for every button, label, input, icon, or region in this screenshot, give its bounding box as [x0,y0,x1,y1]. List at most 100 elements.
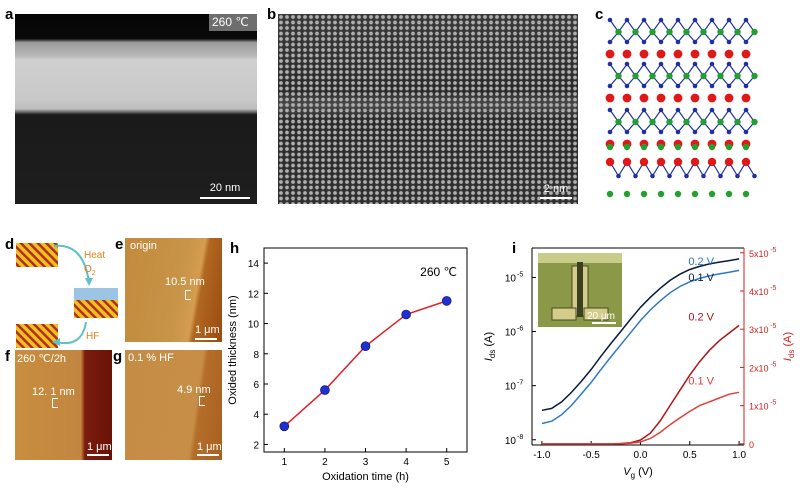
atom-blue [726,107,732,113]
atom-green [623,143,631,151]
atom-green [717,28,724,36]
o2-label: O2 [84,264,96,277]
atom-green [666,118,673,126]
series-line [541,269,740,425]
right-tick-exponent: -5 [770,247,776,254]
atom-green [683,72,690,80]
atom-blue [726,61,732,67]
atom-blue [735,173,740,179]
atom-blue [709,61,715,67]
x-tick-label: 1.0 [732,450,746,461]
series-label: 0.1 V [688,272,714,284]
afm-label-origin: origin [130,240,157,252]
atom-blue [709,17,715,23]
temperature-badge [209,14,257,31]
atom-blue [692,39,698,45]
data-point [360,341,371,352]
atom-green [657,190,665,198]
scale-label-a: 20 nm [209,182,241,194]
x-tick-label: 1 [282,457,288,468]
atom-green [683,28,690,36]
step-marker-oxidized [52,398,58,408]
oxidation-etch-schematic: Heat O2 HF [16,243,118,348]
atom-green [615,118,622,126]
atom-green [734,72,741,80]
atom-red [724,49,734,59]
step-height-etched: 4.9 nm [177,384,211,396]
atom-green [666,28,673,36]
atom-green [751,118,758,126]
left-tick-exponent: -8 [517,434,523,441]
atom-blue [743,39,749,45]
data-line [283,300,447,427]
scale-label-f: 1 μm [87,441,112,453]
x-tick-label: 4 [403,457,409,468]
inset-pad-left [551,307,577,321]
left-tick-label: 10 [505,273,517,284]
atom-blue [692,107,698,113]
atom-green [623,190,631,198]
atom-red [605,157,615,167]
atom-green [700,118,707,126]
atom-blue [692,17,698,23]
atom-green [649,118,656,126]
afm-image-oxidized: 260 ℃/2h 12. 1 nm 1 μm [15,350,112,460]
atom-green [683,118,690,126]
left-tick-label: 10 [505,382,517,393]
atom-blue [624,61,630,67]
atom-blue [607,129,613,135]
atom-green [717,72,724,80]
atom-blue [616,173,621,179]
layered-crystal-oxidized [74,300,118,318]
atom-blue [624,107,630,113]
series-label: 0.2 V [688,311,714,323]
x-tick-label: -1.0 [533,450,551,461]
left-axis-label: Ids (A) [483,332,497,361]
atom-blue [658,61,664,67]
atom-blue [726,17,732,23]
atom-green [691,190,699,198]
right-tick-label: 3x10 [749,325,769,335]
atom-green [751,72,758,80]
panel-label-f: f [5,348,10,365]
right-tick-label: 1x10 [749,402,769,412]
atom-red [622,93,632,103]
atom-blue [684,173,689,179]
y-tick-label: 2 [253,440,259,451]
afm-image-etched: 0.1 % HF 4.9 nm 1 μm [125,350,222,460]
atom-green [734,28,741,36]
atom-green [615,28,622,36]
atom-blue [701,173,706,179]
afm-image-origin: origin 10.5 nm 1 μm [125,238,222,342]
panel-label-i: i [512,240,517,257]
atom-green [708,190,716,198]
data-point [279,421,290,432]
atom-blue [658,129,664,135]
atom-blue [641,107,647,113]
layered-crystal-bottom [16,324,58,348]
atom-blue [718,173,723,179]
series-label: 0.2 V [688,256,714,268]
atom-blue [675,83,681,89]
atom-blue [607,39,613,45]
scale-bar-a [200,197,250,199]
atom-red [673,93,683,103]
atom-red [605,93,615,103]
y-tick-label: 4 [253,410,259,421]
atom-red [707,157,717,167]
atom-red [707,93,717,103]
atom-green [674,190,682,198]
y-tick-label: 14 [248,259,260,270]
atom-green [700,28,707,36]
scale-bar-b [540,197,572,199]
panel-label-h: h [230,240,240,257]
panel-label-c: c [595,6,604,23]
atom-green [632,118,639,126]
atom-blue [675,61,681,67]
scale-label-g: 1 μm [197,441,222,453]
atom-green [708,143,716,151]
left-tick-exponent: -6 [517,326,523,333]
atom-red [639,93,649,103]
atom-red [690,49,700,59]
atom-green [657,143,665,151]
